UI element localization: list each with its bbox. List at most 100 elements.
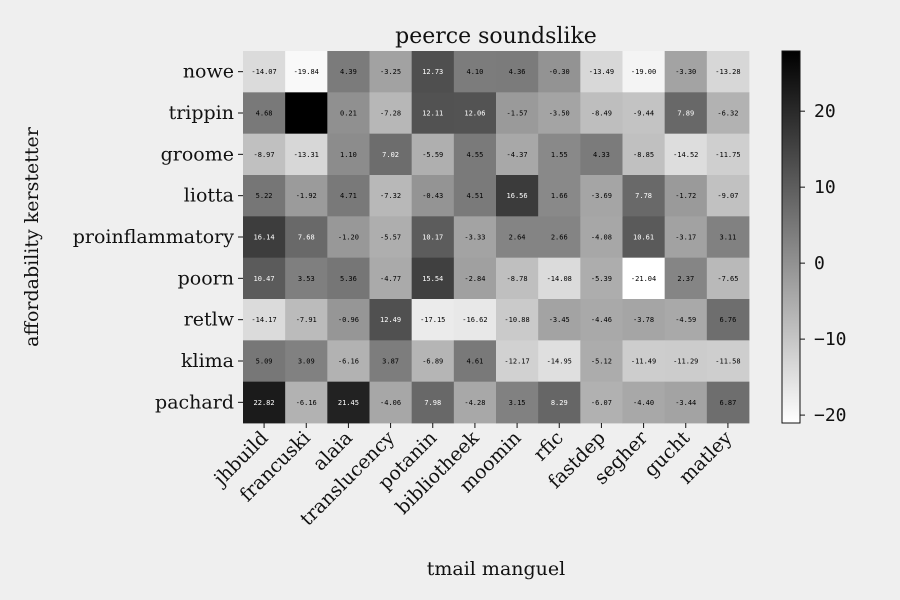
heatmap-cell: [664, 133, 708, 176]
cell-value-label: -10.88: [504, 316, 529, 324]
heatmap-cell: [580, 133, 623, 176]
heatmap-cell: [453, 381, 497, 424]
cell-value-label: -1.20: [338, 234, 359, 242]
colorbar: 20 10 0 −10 −20: [781, 50, 847, 426]
heatmap-cell: [706, 216, 750, 259]
heatmap-cell: [496, 381, 539, 424]
cell-value-label: 6.76: [719, 316, 736, 324]
cell-value-label: -3.17: [675, 234, 696, 242]
cell-value-label: 3.15: [509, 399, 526, 407]
cell-value-label: 2.37: [677, 275, 694, 283]
heatmap-cell: [622, 133, 666, 176]
heatmap-cell: [664, 51, 708, 93]
y-axis: nowe trippin groome liotta proinflammatory po…: [73, 61, 243, 413]
cell-value-label: -21.04: [631, 275, 656, 283]
heatmap-cell: [411, 340, 455, 383]
cell-value-label: -6.16: [296, 399, 317, 407]
heatmap-cell: [411, 51, 455, 93]
heatmap-cell: [664, 381, 708, 424]
colorbar-tick-label: 20: [814, 101, 836, 122]
cell-value-label: -9.44: [633, 110, 654, 118]
cell-value-label: -7.65: [717, 275, 738, 283]
heatmap-cell: [327, 381, 370, 424]
cell-value-label: -14.07: [251, 68, 276, 76]
cell-value-label: 5.36: [340, 275, 357, 283]
heatmap-cell: [285, 299, 328, 341]
cell-value-label: -6.16: [338, 358, 359, 366]
cell-value-label: 1.10: [340, 151, 357, 159]
cell-value-label: 12.06: [464, 110, 485, 118]
heatmap-cell: [285, 216, 328, 259]
cell-value-label: -5.59: [422, 151, 443, 159]
heatmap-cell: [622, 92, 666, 135]
heatmap-cell: [327, 133, 370, 176]
heatmap-cell: [243, 381, 286, 424]
cell-value-label: -14.52: [673, 151, 698, 159]
colorbar-tick-label: −20: [814, 405, 847, 426]
heatmap-cell: [285, 257, 328, 300]
cell-value-label: 5.09: [256, 358, 273, 366]
cell-value-label: 8.29: [551, 399, 568, 407]
heatmap-cell: [327, 51, 370, 93]
heatmap-cell: [327, 257, 370, 300]
heatmap-cell: [496, 340, 539, 383]
cell-value-label: -4.40: [633, 399, 654, 407]
heatmap-cell: [664, 92, 708, 135]
cell-value-label: -6.89: [422, 358, 443, 366]
heatmap-cell: [411, 257, 455, 300]
y-tick-label: liotta: [184, 185, 234, 207]
heatmap-cell: [285, 92, 328, 135]
heatmap-cell: [369, 92, 413, 135]
cell-value-label: -0.30: [549, 68, 570, 76]
heatmap-cell: [411, 133, 455, 176]
heatmap-cell: [411, 299, 455, 341]
cell-value-label: -8.85: [633, 151, 654, 159]
y-tick-label: groome: [161, 143, 234, 165]
heatmap-cell: [538, 133, 581, 176]
heatmap-cell: [706, 92, 750, 135]
cell-value-label: -14.17: [251, 316, 276, 324]
cell-value-label: -8.49: [591, 110, 612, 118]
heatmap-cell: [285, 133, 328, 176]
cell-value-label: 4.51: [466, 192, 483, 200]
heatmap-cell: [622, 340, 666, 383]
heatmap-cell: [243, 133, 286, 176]
cell-value-label: -3.33: [464, 234, 485, 242]
cell-value-label: 10.47: [254, 275, 275, 283]
cell-value-label: -1.72: [675, 192, 696, 200]
cell-value-label: 3.53: [298, 275, 315, 283]
heatmap-cell: [285, 381, 328, 424]
cell-value-label: -12.17: [504, 358, 529, 366]
heatmap-cell: [369, 51, 413, 93]
heatmap-cell: [369, 299, 413, 341]
cell-value-label: -5.39: [591, 275, 612, 283]
cell-value-label: 7.68: [298, 234, 315, 242]
cell-value-label: -11.75: [715, 151, 740, 159]
heatmap-cell: [580, 340, 623, 383]
heatmap-cell: [496, 299, 539, 341]
heatmap-cell: [285, 51, 328, 93]
heatmap-cell: [411, 381, 455, 424]
heatmap-cell: [664, 175, 708, 217]
cell-value-label: 4.10: [466, 68, 483, 76]
heatmap-cell: [243, 257, 286, 300]
cell-value-label: -11.29: [673, 358, 698, 366]
heatmap-cell: [622, 257, 666, 300]
colorbar-tick-label: 10: [814, 177, 836, 198]
heatmap-cell: [496, 92, 539, 135]
heatmap-cell: [538, 299, 581, 341]
heatmap-cell: [243, 299, 286, 341]
cell-value-label: 22.82: [254, 399, 275, 407]
cell-value-label: 4.55: [466, 151, 483, 159]
cell-value-label: 12.11: [422, 110, 443, 118]
colorbar-tick-label: 0: [814, 253, 825, 274]
heatmap-cell: [453, 92, 497, 135]
heatmap-cell: [580, 92, 623, 135]
heatmap-cell: [243, 92, 286, 135]
heatmap-cell: [327, 299, 370, 341]
cell-value-label: 5.22: [256, 192, 273, 200]
heatmap-cell: [285, 175, 328, 217]
heatmap-cell: [243, 175, 286, 217]
heatmap-cell: [622, 51, 666, 93]
heatmap-cell: [285, 340, 328, 383]
